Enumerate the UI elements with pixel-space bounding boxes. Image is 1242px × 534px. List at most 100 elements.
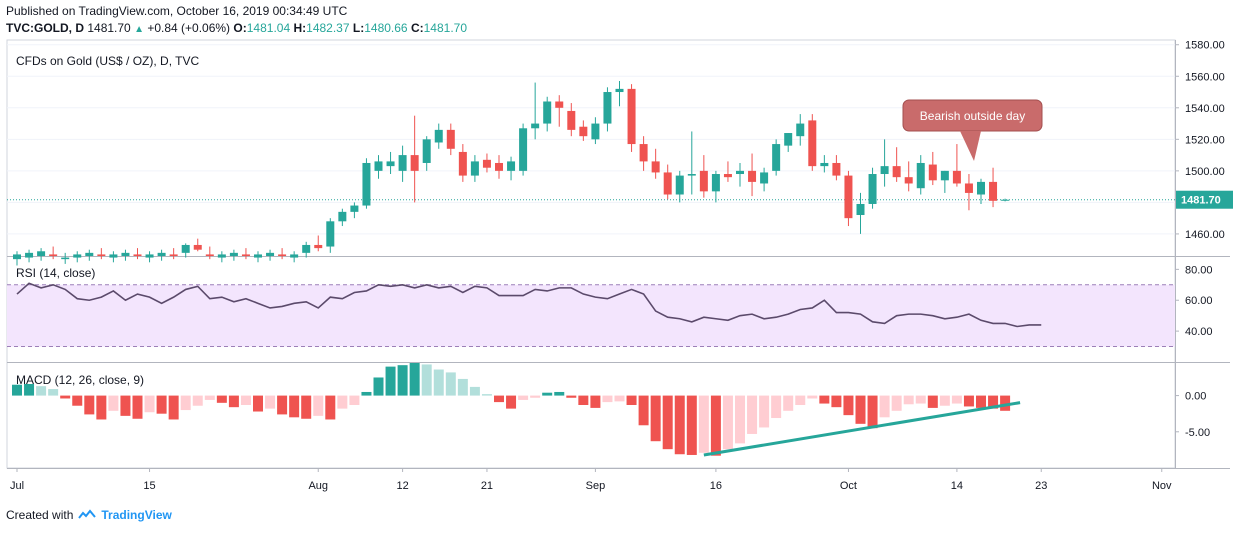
price-tick-label: 1560.00	[1185, 71, 1225, 83]
macd-trendline	[703, 401, 1021, 457]
macd-bar	[674, 395, 685, 455]
high-value: 1482.37	[306, 21, 350, 35]
macd-bar	[614, 395, 625, 402]
last-price-box-label: 1481.70	[1181, 195, 1221, 207]
candle-body	[892, 166, 901, 178]
macd-bar	[638, 395, 649, 426]
candle-body	[338, 211, 347, 222]
rsi-pane-title: RSI (14, close)	[16, 266, 95, 280]
price-tick-label: 1460.00	[1185, 229, 1225, 241]
candle-body	[302, 244, 311, 253]
candle-body	[314, 244, 323, 249]
candle-body	[615, 88, 624, 93]
macd-bar	[939, 395, 950, 406]
time-tick-label: Nov	[1152, 480, 1172, 492]
candle-body	[977, 181, 985, 195]
tradingview-brand-link[interactable]: TradingView	[101, 508, 172, 522]
macd-bar	[494, 395, 504, 403]
candle-body	[989, 181, 998, 201]
macd-bar	[216, 395, 227, 403]
candle-body	[157, 252, 166, 256]
candle-body	[458, 151, 467, 176]
candle-body	[940, 170, 949, 181]
candle-body	[181, 244, 190, 253]
macd-bar	[481, 394, 492, 396]
candle-body	[687, 174, 696, 176]
candle-body	[254, 254, 262, 258]
candle-body	[651, 161, 660, 173]
candle-body	[241, 254, 250, 256]
candle-body	[374, 161, 383, 171]
candle-body	[964, 183, 973, 193]
macd-bar	[891, 395, 902, 411]
candle-body	[350, 205, 359, 212]
macd-bar	[783, 395, 794, 411]
candle-body	[1001, 199, 1010, 201]
macd-bar	[192, 395, 203, 406]
macd-bar	[204, 395, 215, 400]
candle-body	[820, 162, 829, 167]
candle-body	[507, 161, 516, 171]
time-tick-label: Oct	[840, 480, 857, 492]
macd-bar	[253, 395, 263, 412]
macd-bar	[747, 395, 758, 434]
macd-bar	[1000, 395, 1011, 411]
candle-body	[916, 162, 925, 189]
last-price-box	[1176, 190, 1233, 209]
close-value: 1481.70	[423, 21, 468, 35]
candle-body	[133, 254, 142, 256]
macd-bar	[626, 395, 637, 405]
candle-body	[784, 133, 793, 146]
time-tick-label: Aug	[308, 480, 328, 492]
time-tick-label: Sep	[586, 480, 606, 492]
macd-bar	[710, 395, 721, 456]
candle-body	[410, 155, 419, 171]
time-tick-label: Jul	[10, 480, 24, 492]
high-label: H:	[293, 21, 307, 35]
macd-bar	[180, 395, 191, 411]
macd-bar	[578, 395, 589, 405]
candle-body	[555, 101, 564, 108]
candle-body	[543, 101, 552, 124]
change-value: +0.84 (+0.06%)	[147, 21, 231, 35]
candle-body	[446, 129, 455, 149]
macd-bar	[361, 391, 372, 396]
callout-pointer	[960, 131, 981, 161]
time-tick-label: 12	[396, 480, 408, 492]
time-tick-label: 15	[143, 480, 155, 492]
callout-label: Bearish outside day	[920, 109, 1025, 123]
candle-body	[362, 162, 371, 206]
macd-bar	[927, 395, 938, 408]
candle-body	[711, 174, 720, 192]
published-line: Published on TradingView.com, October 16…	[6, 4, 348, 18]
low-value: 1480.66	[364, 21, 408, 35]
macd-bar	[265, 395, 276, 409]
candle-body	[627, 88, 636, 145]
candle-body	[591, 123, 600, 140]
candle-body	[519, 128, 528, 171]
macd-bar	[445, 372, 456, 396]
macd-bar	[24, 384, 35, 396]
candle-body	[49, 254, 58, 256]
macd-bar	[108, 395, 119, 411]
candle-body	[952, 170, 961, 184]
price-tick-label: 1580.00	[1185, 40, 1225, 52]
macd-bar	[698, 395, 709, 453]
low-label: L:	[352, 21, 365, 35]
macd-bar	[325, 395, 336, 420]
candle-body	[229, 252, 238, 256]
candle-body	[61, 257, 70, 260]
candle-body	[495, 162, 503, 171]
rsi-tick-label: 40.00	[1185, 326, 1213, 338]
macd-bar	[433, 369, 444, 396]
macd-bar	[602, 395, 613, 403]
candle-body	[422, 139, 431, 163]
candle-body	[639, 144, 648, 162]
macd-bar	[349, 395, 360, 405]
symbol-ohlc-line: TVC:GOLD, D 1481.70 ▲ +0.84 (+0.06%) O:1…	[6, 21, 467, 35]
macd-bar	[337, 395, 348, 409]
macd-bar	[843, 395, 854, 416]
candle-body	[290, 254, 299, 258]
time-tick-label: 14	[951, 480, 963, 492]
